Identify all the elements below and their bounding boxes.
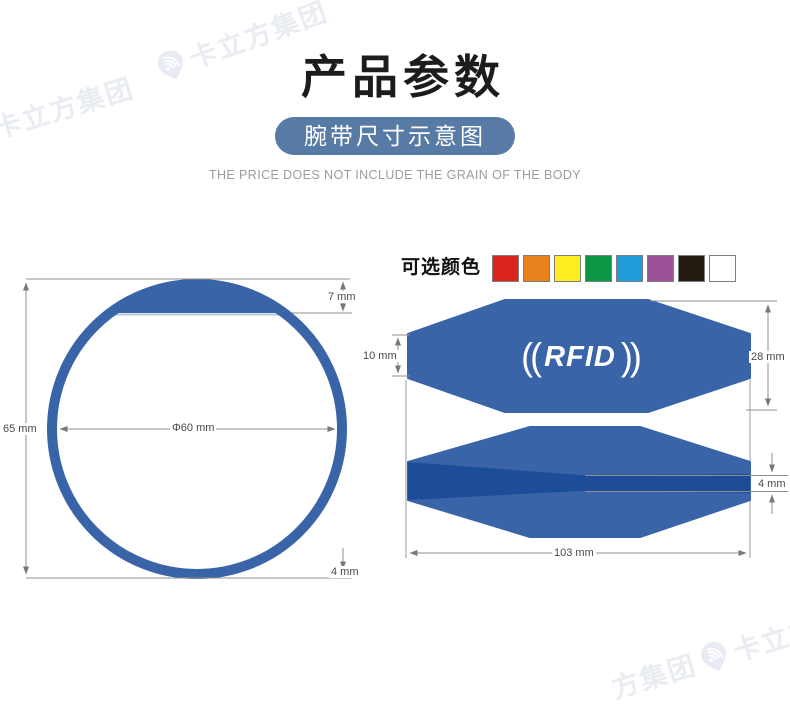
ring-bottom-label: 4 mm [329, 566, 361, 578]
ring-chord-label: 7 mm [326, 291, 358, 303]
color-swatch-black [678, 255, 705, 282]
rfid-right-waves: )) [620, 334, 642, 378]
watermark-bottom-right: 方集团 卡立方 [606, 606, 790, 706]
color-swatch-green [585, 255, 612, 282]
dimension-drawing [23, 278, 788, 579]
rfid-mark: (( RFID )) [520, 334, 642, 378]
header: 产品参数 [8, 0, 790, 103]
rfid-text: RFID [544, 340, 616, 373]
color-swatch-purple [647, 255, 674, 282]
band-top-view-shape [407, 299, 751, 413]
subtitle-text: THE PRICE DOES NOT INCLUDE THE GRAIN OF … [208, 168, 582, 182]
band-side-core-shape [408, 462, 750, 500]
band-end-width-label: 10 mm [361, 350, 399, 362]
color-swatch-red [492, 255, 519, 282]
band-length-label: 103 mm [552, 547, 596, 559]
brand-pin-wifi-icon [696, 637, 732, 676]
section-badge: 腕带尺寸示意图 [275, 117, 515, 155]
color-swatch-blue [616, 255, 643, 282]
color-swatch-orange [523, 255, 550, 282]
color-swatch-row [492, 255, 736, 282]
rfid-left-waves: (( [521, 334, 542, 378]
color-swatch-white [709, 255, 736, 282]
band-thickness-label: 4 mm [756, 478, 788, 490]
ring-diameter-label: Φ60 mm [170, 422, 217, 434]
brand-pin-wifi-icon [153, 45, 190, 85]
color-swatch-yellow [554, 255, 581, 282]
ring-height-label: 65 mm [1, 423, 39, 435]
colors-section-label: 可选颜色 [401, 257, 482, 278]
band-center-width-label: 28 mm [749, 351, 787, 363]
page-title: 产品参数 [301, 51, 505, 103]
ring-shape [47, 279, 347, 579]
watermark-top: 卡立方集团 [151, 0, 333, 88]
